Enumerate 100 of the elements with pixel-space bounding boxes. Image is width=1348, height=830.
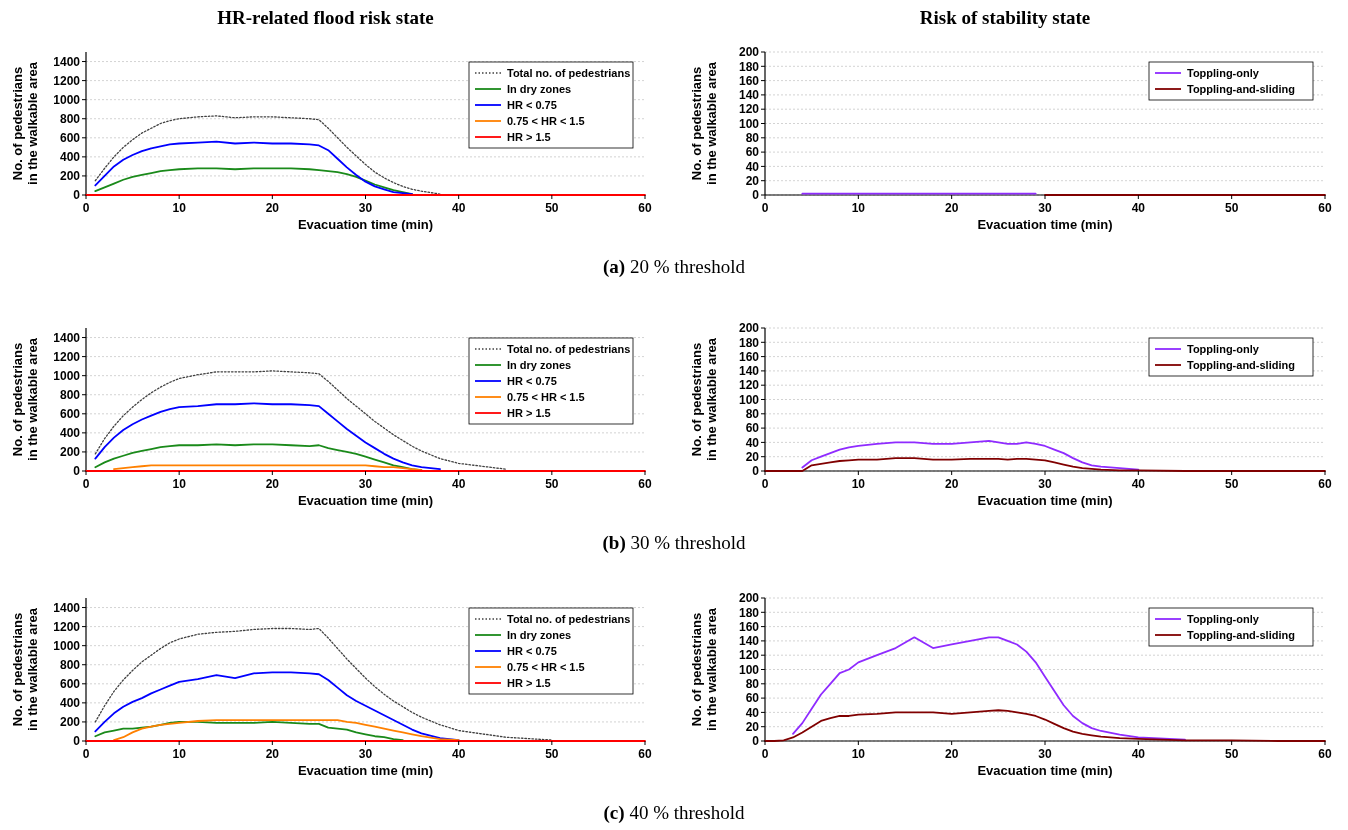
legend-label: Total no. of pedestrians [507, 66, 631, 79]
x-tick-label: 30 [1038, 201, 1052, 215]
x-tick-label: 50 [545, 201, 559, 215]
y-tick-label: 1400 [53, 54, 81, 69]
y-tick-label: 140 [738, 88, 760, 103]
x-tick-label: 60 [1318, 477, 1332, 491]
y-tick-label: 600 [59, 677, 81, 691]
x-tick-label: 60 [638, 747, 652, 761]
y-tick-label: 1200 [53, 349, 81, 364]
x-axis-title: Evacuation time (min) [297, 763, 434, 778]
x-tick-label: 0 [82, 747, 90, 761]
x-tick-label: 0 [82, 201, 90, 215]
y-tick-label: 100 [738, 662, 760, 677]
x-tick-label: 60 [638, 477, 652, 491]
x-tick-label: 40 [1131, 477, 1146, 491]
line-series [94, 370, 506, 470]
x-tick-label: 60 [1318, 201, 1332, 215]
y-tick-label: 60 [745, 691, 760, 706]
x-tick-label: 50 [1224, 201, 1239, 215]
legend-label: In dry zones [507, 628, 572, 641]
y-tick-label: 160 [738, 349, 760, 364]
y-tick-label: 60 [745, 145, 760, 160]
y-tick-label: 200 [738, 591, 760, 606]
legend-label: Toppling-only [1187, 612, 1260, 625]
legend-label: Toppling-only [1187, 66, 1260, 79]
y-tick-label: 400 [59, 426, 81, 441]
y-tick-label: 0 [73, 464, 81, 479]
y-tick-label: 20 [745, 449, 760, 464]
y-tick-label: 140 [738, 364, 760, 379]
legend-label: HR > 1.5 [507, 130, 551, 143]
legend-label: 0.75 < HR < 1.5 [507, 660, 585, 673]
x-tick-label: 10 [172, 477, 187, 491]
legend-label: In dry zones [507, 82, 572, 95]
y-tick-label: 100 [738, 392, 760, 407]
y-tick-label: 100 [738, 116, 760, 131]
x-tick-label: 50 [545, 477, 559, 491]
y-axis-title: No. of pedestrians in the walkable area [10, 337, 40, 461]
y-tick-label: 0 [752, 734, 760, 749]
line-series [94, 402, 441, 470]
y-tick-label: 1200 [53, 619, 81, 634]
x-tick-label: 10 [172, 747, 187, 761]
y-axis-title: No. of pedestrians in the walkable area [10, 61, 40, 185]
x-tick-label: 20 [944, 747, 959, 761]
y-tick-label: 200 [738, 45, 760, 60]
legend-label: 0.75 < HR < 1.5 [507, 390, 585, 403]
y-tick-label: 600 [59, 131, 81, 145]
y-axis-title: No. of pedestrians in the walkable area [689, 337, 719, 461]
y-tick-label: 800 [59, 657, 81, 672]
x-tick-label: 60 [638, 201, 652, 215]
x-tick-label: 40 [451, 747, 466, 761]
x-tick-label: 30 [1038, 477, 1052, 491]
y-tick-label: 20 [745, 173, 760, 188]
y-tick-label: 0 [73, 734, 81, 749]
y-tick-label: 180 [738, 335, 760, 350]
y-tick-label: 60 [745, 421, 760, 436]
y-tick-label: 160 [738, 73, 760, 88]
y-tick-label: 40 [745, 705, 760, 720]
y-tick-label: 1000 [53, 638, 81, 653]
x-tick-label: 0 [761, 747, 769, 761]
x-tick-label: 10 [172, 201, 187, 215]
x-tick-label: 40 [451, 201, 466, 215]
y-tick-label: 1200 [53, 73, 81, 88]
x-tick-label: 40 [1131, 747, 1146, 761]
y-tick-label: 800 [59, 387, 81, 402]
x-tick-label: 20 [265, 477, 280, 491]
y-axis-title: No. of pedestrians in the walkable area [10, 607, 40, 731]
legend-label: HR < 0.75 [507, 644, 557, 657]
x-tick-label: 10 [851, 747, 866, 761]
legend-label: Total no. of pedestrians [507, 612, 631, 625]
y-axis-title: No. of pedestrians in the walkable area [689, 607, 719, 731]
x-tick-label: 30 [358, 747, 373, 761]
x-tick-label: 20 [265, 201, 280, 215]
y-tick-label: 20 [745, 719, 760, 734]
y-tick-label: 40 [745, 435, 760, 450]
legend-label: HR > 1.5 [507, 406, 551, 419]
y-tick-label: 40 [745, 159, 760, 174]
legend-label: Toppling-and-sliding [1187, 628, 1295, 641]
x-tick-label: 20 [944, 477, 959, 491]
legend-label: HR < 0.75 [507, 98, 557, 111]
x-tick-label: 50 [1224, 477, 1239, 491]
y-tick-label: 1400 [53, 330, 81, 345]
y-tick-label: 1000 [53, 92, 81, 107]
x-tick-label: 10 [851, 201, 866, 215]
x-tick-label: 10 [851, 477, 866, 491]
y-tick-label: 800 [59, 111, 81, 126]
line-series [94, 115, 441, 195]
legend-label: HR > 1.5 [507, 676, 551, 689]
x-tick-label: 20 [265, 747, 280, 761]
y-tick-label: 200 [59, 445, 81, 460]
y-tick-label: 80 [745, 131, 760, 145]
y-tick-label: 120 [738, 102, 760, 117]
x-tick-label: 30 [358, 477, 373, 491]
x-tick-label: 0 [761, 201, 769, 215]
y-tick-label: 80 [745, 407, 760, 421]
chart-title: Risk of stability state [919, 7, 1091, 28]
legend-label: Toppling-and-sliding [1187, 358, 1295, 371]
line-series [94, 140, 413, 195]
legend-label: 0.75 < HR < 1.5 [507, 114, 585, 127]
y-tick-label: 160 [738, 619, 760, 634]
x-tick-label: 30 [1038, 747, 1052, 761]
